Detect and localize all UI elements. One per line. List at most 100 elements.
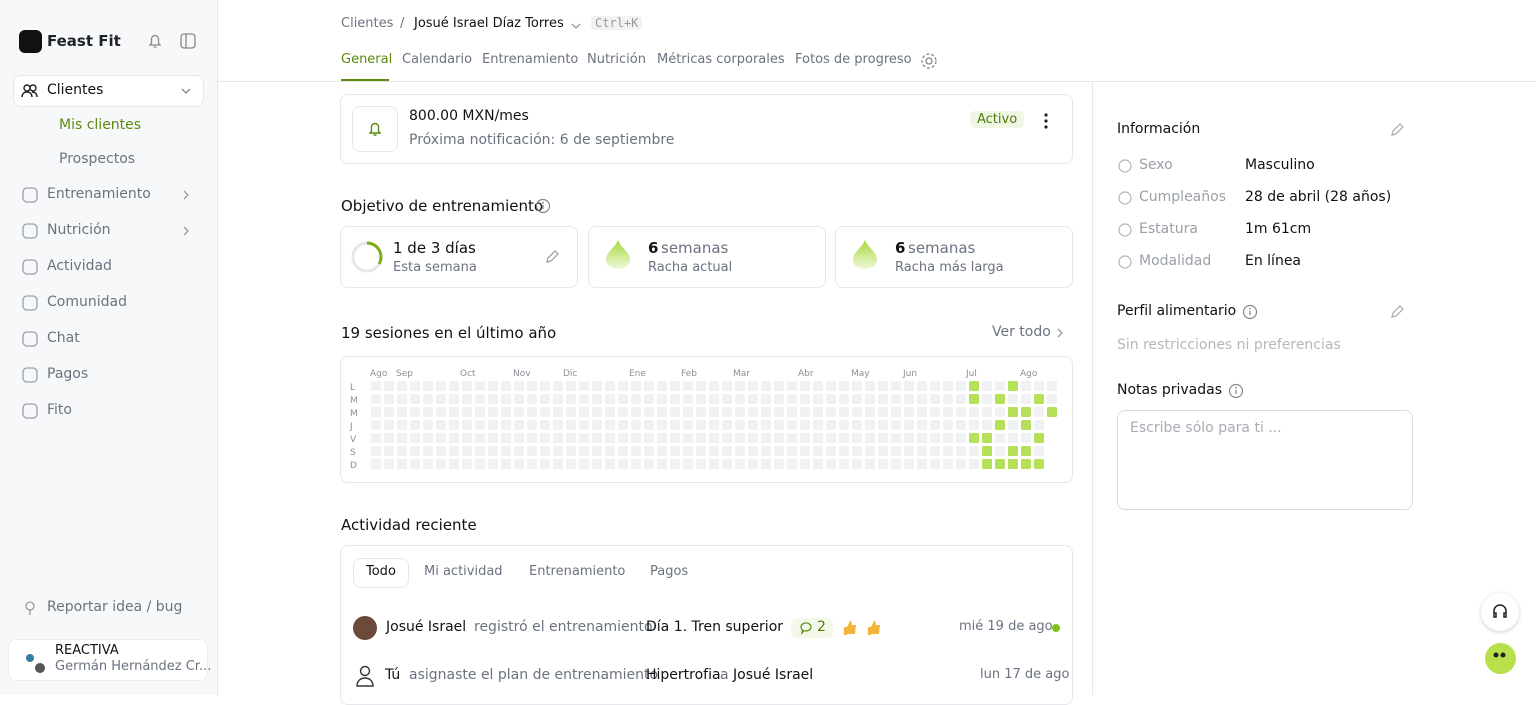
heatmap-cell (787, 381, 797, 391)
activity-actor[interactable]: Josué Israel (386, 619, 467, 635)
nav-prospects[interactable]: Prospectos (59, 151, 136, 167)
icon-shape (1118, 223, 1132, 237)
report-link[interactable]: Reportar idea / bug (47, 599, 183, 615)
edit-button[interactable] (1389, 122, 1405, 138)
heatmap-cell (449, 420, 459, 430)
nav-item[interactable]: Actividad (47, 258, 112, 274)
breadcrumb-client[interactable]: Josué Israel Díaz Torres (414, 16, 564, 31)
heatmap-cell (969, 407, 979, 417)
heatmap-cell (397, 433, 407, 443)
info-icon[interactable] (1228, 383, 1244, 399)
heatmap-cell (813, 459, 823, 469)
heatmap-cell (657, 407, 667, 417)
activity-title: Actividad reciente (341, 516, 477, 534)
day-label: M (350, 396, 358, 406)
heatmap-cell (631, 459, 641, 469)
nav-item[interactable]: Nutrición (47, 222, 111, 238)
activity-object[interactable]: Día 1. Tren superior (646, 619, 784, 635)
nav-item[interactable]: Entrenamiento (47, 186, 151, 202)
info-row-icon (1118, 159, 1132, 173)
support-button[interactable] (1481, 593, 1519, 631)
toggle-sidebar[interactable] (179, 32, 197, 50)
heatmap-cell (1008, 433, 1018, 443)
heatmap-cell (761, 407, 771, 417)
nav-clients[interactable]: Clientes (47, 82, 104, 98)
heatmap-cell (488, 394, 498, 404)
heatmap-cell (995, 407, 1005, 417)
heatmap-cell (813, 446, 823, 456)
activity-object[interactable]: Hipertrofia (646, 667, 721, 683)
heatmap-cell (670, 381, 680, 391)
heatmap-cell (774, 381, 784, 391)
heatmap-cell (826, 420, 836, 430)
heatmap-cell (943, 381, 953, 391)
heatmap-cell (436, 420, 446, 430)
heatmap-cell (514, 420, 524, 430)
heatmap-cell (527, 394, 537, 404)
heatmap-cell (722, 459, 732, 469)
nav-my-clients[interactable]: Mis clientes (59, 117, 142, 133)
clients-menu[interactable] (13, 75, 204, 107)
heatmap-cell (748, 459, 758, 469)
heatmap-cell (865, 407, 875, 417)
heatmap-cell (839, 459, 849, 469)
info-icon[interactable] (535, 198, 551, 214)
activity-target[interactable]: Josué Israel (733, 667, 814, 683)
day-label: D (350, 461, 357, 471)
tab[interactable]: Entrenamiento (482, 52, 579, 67)
heatmap-cell (540, 394, 550, 404)
filter[interactable]: Entrenamiento (529, 564, 626, 579)
heatmap-cell (553, 446, 563, 456)
info-row-icon (1118, 223, 1132, 237)
heatmap-cell (709, 420, 719, 430)
subscription-next: Próxima notificación: 6 de septiembre (409, 132, 675, 148)
heatmap-cell (696, 433, 706, 443)
heatmap-cell (449, 394, 459, 404)
heatmap-cell (839, 433, 849, 443)
filter[interactable]: Pagos (650, 564, 689, 579)
filter[interactable]: Todo (366, 564, 396, 579)
activity-actor: Tú (385, 667, 401, 683)
user-card[interactable] (8, 639, 208, 681)
heatmap-cell (722, 420, 732, 430)
filter[interactable]: Mi actividad (424, 564, 503, 579)
sessions-title: 19 sesiones en el último año (341, 324, 557, 342)
breadcrumb-separator: / (400, 16, 405, 31)
see-all[interactable]: Ver todo (992, 324, 1051, 340)
heatmap-cell (917, 433, 927, 443)
tab-settings[interactable] (920, 52, 938, 70)
heatmap-cell (969, 394, 979, 404)
heatmap-cell (930, 381, 940, 391)
edit-button[interactable] (544, 249, 560, 265)
assistant-button[interactable] (1485, 643, 1516, 674)
filter-active[interactable] (353, 558, 409, 588)
heatmap-cell (722, 446, 732, 456)
online-dot (1052, 624, 1060, 632)
heatmap-cell (644, 420, 654, 430)
heatmap-cell (631, 433, 641, 443)
heatmap-cell (1008, 381, 1018, 391)
heatmap-cell (579, 420, 589, 430)
nav-item[interactable]: Pagos (47, 366, 89, 382)
nav-item[interactable]: Comunidad (47, 294, 127, 310)
reactions[interactable] (842, 619, 886, 637)
tab[interactable]: Nutrición (587, 52, 646, 67)
notifications[interactable] (146, 32, 164, 50)
tab[interactable]: Fotos de progreso (795, 52, 912, 67)
nav-item[interactable]: Chat (47, 330, 80, 346)
heatmap-cell (1034, 459, 1044, 469)
edit-button[interactable] (1389, 304, 1405, 320)
notes-input[interactable] (1117, 410, 1413, 510)
heatmap-cell (956, 459, 966, 469)
more-button[interactable] (1038, 112, 1054, 130)
tab[interactable]: Métricas corporales (657, 52, 785, 67)
tab[interactable]: General (341, 52, 393, 67)
heatmap-cell (813, 420, 823, 430)
heatmap-cell (904, 407, 914, 417)
breadcrumb-clients[interactable]: Clientes (341, 16, 394, 31)
tab[interactable]: Calendario (402, 52, 473, 67)
nav-item[interactable]: Fito (47, 402, 72, 418)
chevron (1057, 328, 1063, 338)
heatmap-cell (488, 433, 498, 443)
info-icon[interactable] (1242, 304, 1258, 320)
